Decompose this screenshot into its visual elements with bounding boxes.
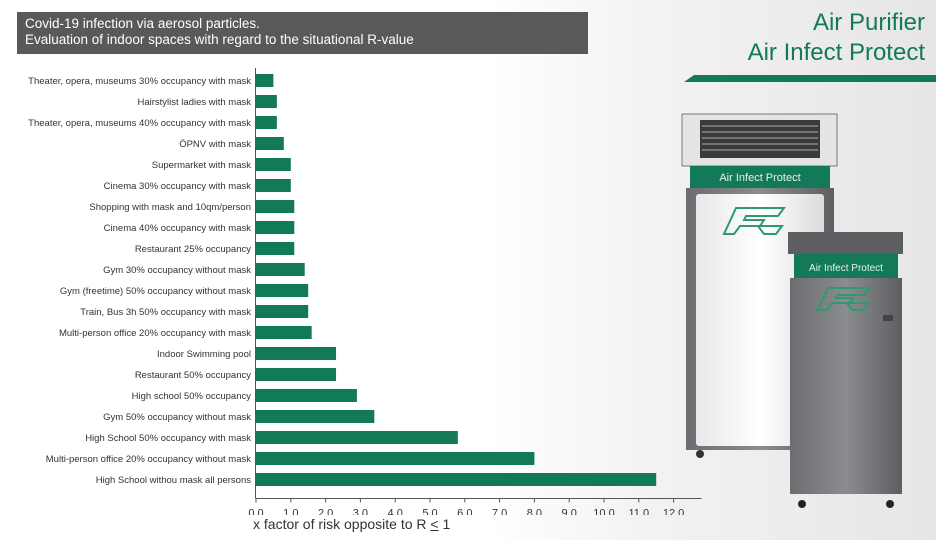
category-label: Multi-person office 20% occupancy withou… xyxy=(46,454,251,465)
category-label: High school 50% occupancy xyxy=(132,391,252,402)
chart-title-box: Covid-19 infection via aerosol particles… xyxy=(17,12,588,54)
x-tick-label: 11,0 xyxy=(629,508,650,516)
x-tick-label: 10,0 xyxy=(593,508,614,516)
bar xyxy=(256,221,295,234)
x-axis-label-symbol: < xyxy=(430,516,439,532)
brand-underline xyxy=(684,75,936,82)
bar xyxy=(256,368,337,381)
bar xyxy=(256,158,291,171)
brand-heading: Air Purifier Air Infect Protect xyxy=(700,8,925,68)
category-label: Train, Bus 3h 50% occupancy with mask xyxy=(80,307,251,318)
category-label: Theater, opera, museums 30% occupancy wi… xyxy=(28,76,251,87)
category-label: High School 50% occupancy with mask xyxy=(85,433,251,444)
bar xyxy=(256,263,305,276)
chart-title-line-1: Covid-19 infection via aerosol particles… xyxy=(25,16,260,31)
bar xyxy=(256,179,291,192)
x-tick-label: 4,0 xyxy=(388,508,403,516)
x-tick-label: 8,0 xyxy=(527,508,542,516)
bar xyxy=(256,452,535,465)
x-tick-label: 3,0 xyxy=(353,508,368,516)
small-unit-label: Air Infect Protect xyxy=(809,263,883,274)
category-label: ÖPNV with mask xyxy=(179,139,251,150)
category-label: Shopping with mask and 10qm/person xyxy=(89,202,251,213)
category-label: Supermarket with mask xyxy=(152,160,252,171)
x-tick-label: 7,0 xyxy=(492,508,507,516)
bar xyxy=(256,431,458,444)
x-tick-label: 6,0 xyxy=(457,508,472,516)
category-label: Multi-person office 20% occupancy with m… xyxy=(59,328,251,339)
bar xyxy=(256,284,309,297)
category-label: Theater, opera, museums 40% occupancy wi… xyxy=(28,118,251,129)
x-tick-label: 0,0 xyxy=(248,508,263,516)
category-label: Indoor Swimming pool xyxy=(157,349,251,360)
category-label: Hairstylist ladies with mask xyxy=(138,97,252,108)
bar xyxy=(256,242,295,255)
bar xyxy=(256,137,284,150)
x-tick-label: 12,0 xyxy=(663,508,684,516)
category-label: Gym 50% occupancy without mask xyxy=(103,412,251,423)
x-axis-label-text: x factor of risk opposite to R xyxy=(253,516,431,532)
category-label: Gym 30% occupancy without mask xyxy=(103,265,251,276)
bar xyxy=(256,326,312,339)
category-label: Gym (freetime) 50% occupancy without mas… xyxy=(60,286,251,297)
large-unit-label: Air Infect Protect xyxy=(719,172,800,184)
category-label: High School withou mask all persons xyxy=(96,475,251,486)
category-label: Restaurant 50% occupancy xyxy=(135,370,251,381)
brand-line-1: Air Purifier xyxy=(812,9,925,36)
bar xyxy=(256,305,309,318)
bar xyxy=(256,389,357,402)
air-purifier-illustration: Air Infect Protect Air Infect Protect xyxy=(681,113,903,508)
category-label: Cinema 40% occupancy with mask xyxy=(104,223,252,234)
fz-logo-icon-small xyxy=(816,287,872,311)
bar xyxy=(256,74,274,87)
bar xyxy=(256,116,277,129)
brand-line-2: Air Infect Protect xyxy=(747,39,925,66)
x-tick-label: 5,0 xyxy=(422,508,437,516)
chart-subtitle-line-2: Evaluation of indoor spaces with regard … xyxy=(25,32,414,47)
x-tick-label: 2,0 xyxy=(318,508,333,516)
x-axis-label-end: 1 xyxy=(438,516,451,532)
small-purifier-unit: Air Infect Protect xyxy=(788,232,903,508)
bar xyxy=(256,410,375,423)
bar xyxy=(256,473,657,486)
category-label: Restaurant 25% occupancy xyxy=(135,244,251,255)
bar xyxy=(256,347,337,360)
bar-chart: Theater, opera, museums 30% occupancy wi… xyxy=(28,68,702,516)
category-label: Cinema 30% occupancy with mask xyxy=(104,181,252,192)
fz-logo-icon xyxy=(722,207,786,235)
x-tick-label: 9,0 xyxy=(562,508,577,516)
bar xyxy=(256,200,295,213)
x-tick-label: 1,0 xyxy=(283,508,298,516)
bar xyxy=(256,95,277,108)
x-axis-label: x factor of risk opposite to R < 1 xyxy=(253,516,450,532)
